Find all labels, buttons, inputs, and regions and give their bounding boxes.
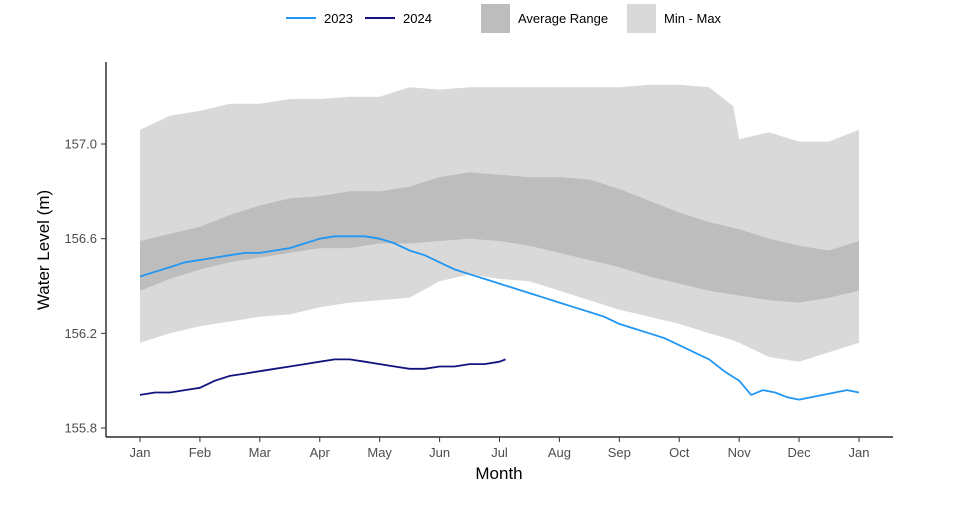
legend-item-min-max: Min - Max [627, 4, 722, 33]
legend-label: 2024 [403, 11, 432, 26]
y-tick-label: 156.6 [64, 231, 97, 246]
y-tick-label: 156.2 [64, 326, 97, 341]
x-axis-ticks: Jan Feb Mar Apr May Jun Jul Aug Sep Oct Nov Dec Jan [130, 437, 870, 460]
x-tick-label: Aug [548, 445, 571, 460]
legend-label: 2023 [324, 11, 353, 26]
x-tick-label: Jan [130, 445, 151, 460]
x-tick-label: Nov [728, 445, 752, 460]
y-axis-title: Water Level (m) [34, 190, 53, 310]
x-tick-label: Sep [608, 445, 631, 460]
range-bands [140, 84, 859, 362]
y-tick-label: 157.0 [64, 137, 97, 152]
x-tick-label: Feb [189, 445, 211, 460]
x-tick-label: Oct [669, 445, 690, 460]
x-tick-label: Dec [788, 445, 812, 460]
x-tick-label: May [367, 445, 392, 460]
x-tick-label: Jan [849, 445, 870, 460]
series-line-2024 [139, 358, 506, 396]
legend-item-2023: 2023 [286, 11, 353, 26]
legend-label: Min - Max [664, 11, 722, 26]
legend-swatch-average-range [481, 4, 510, 33]
x-tick-label: Mar [249, 445, 272, 460]
y-tick-label: 155.8 [64, 421, 97, 436]
x-axis-title: Month [475, 464, 522, 483]
band-average-range [140, 172, 859, 303]
legend: 2023 2024 Average Range Min - Max [286, 4, 722, 33]
x-tick-label: Apr [310, 445, 331, 460]
x-tick-label: Jul [491, 445, 508, 460]
legend-item-average-range: Average Range [481, 4, 608, 33]
x-tick-label: Jun [429, 445, 450, 460]
legend-label: Average Range [518, 11, 608, 26]
series-lines [139, 235, 860, 401]
series-line-2023 [139, 235, 860, 401]
y-axis-ticks: 155.8 156.2 156.6 157.0 [64, 137, 106, 436]
legend-swatch-min-max [627, 4, 656, 33]
legend-item-2024: 2024 [365, 11, 432, 26]
